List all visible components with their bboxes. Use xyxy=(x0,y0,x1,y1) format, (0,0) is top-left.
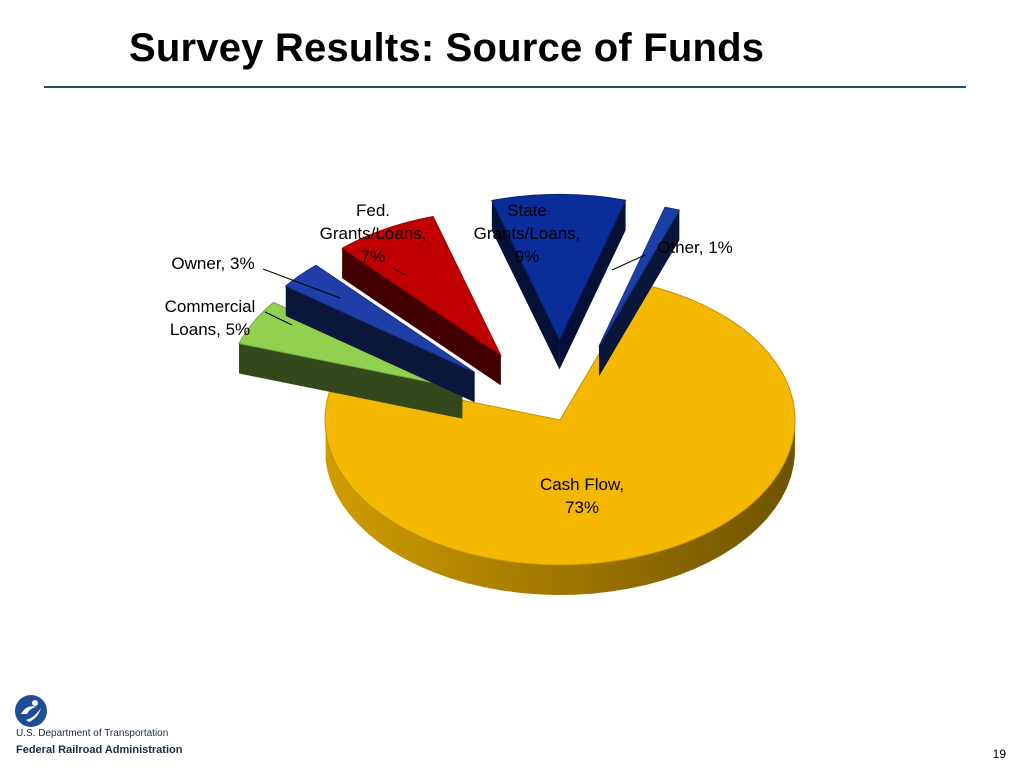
title-divider xyxy=(44,86,966,88)
leader-line xyxy=(262,268,341,299)
pie-slice-other xyxy=(598,206,681,377)
pie-slice-fed-grants-loans xyxy=(341,215,503,386)
page-number: 19 xyxy=(992,747,1006,761)
pie-slice-top xyxy=(491,193,627,341)
admin-name: Federal Railroad Administration xyxy=(16,744,183,756)
pie-slice-wall xyxy=(342,248,501,386)
leader-line xyxy=(611,254,646,271)
pie-slice-top xyxy=(284,264,475,373)
dot-logo: U.S. Department of Transportation Federa… xyxy=(14,694,204,764)
dept-name: U.S. Department of Transportation xyxy=(16,728,169,739)
slice-label: Cash Flow, 73% xyxy=(540,475,624,517)
pie-slice-wall xyxy=(491,200,560,370)
slice-label: Fed. Grants/Loans, 7% xyxy=(320,201,427,266)
slice-label: Commercial Loans, 5% xyxy=(165,297,256,339)
slice-label: Other, 1% xyxy=(657,238,733,257)
leader-line xyxy=(264,311,293,326)
pie-slice-top xyxy=(598,206,681,347)
pie-slice-wall xyxy=(239,343,463,419)
pie-slice-wall xyxy=(559,200,626,370)
pie-slice-top xyxy=(341,215,503,357)
slide-title: Survey Results: Source of Funds xyxy=(129,26,765,70)
pie-slice-wall xyxy=(285,285,475,403)
pie-slice-top xyxy=(324,283,796,566)
dot-emblem-icon xyxy=(15,695,47,727)
leader-line xyxy=(392,267,406,276)
slice-label: State Grants/Loans, 9% xyxy=(474,201,581,266)
pie-slice-wall xyxy=(598,210,680,377)
pie-slice-state-grants-loans xyxy=(491,193,627,370)
pie-slice-side xyxy=(325,423,795,595)
pie-slice-owner xyxy=(284,264,475,403)
slice-label: Owner, 3% xyxy=(171,254,254,273)
